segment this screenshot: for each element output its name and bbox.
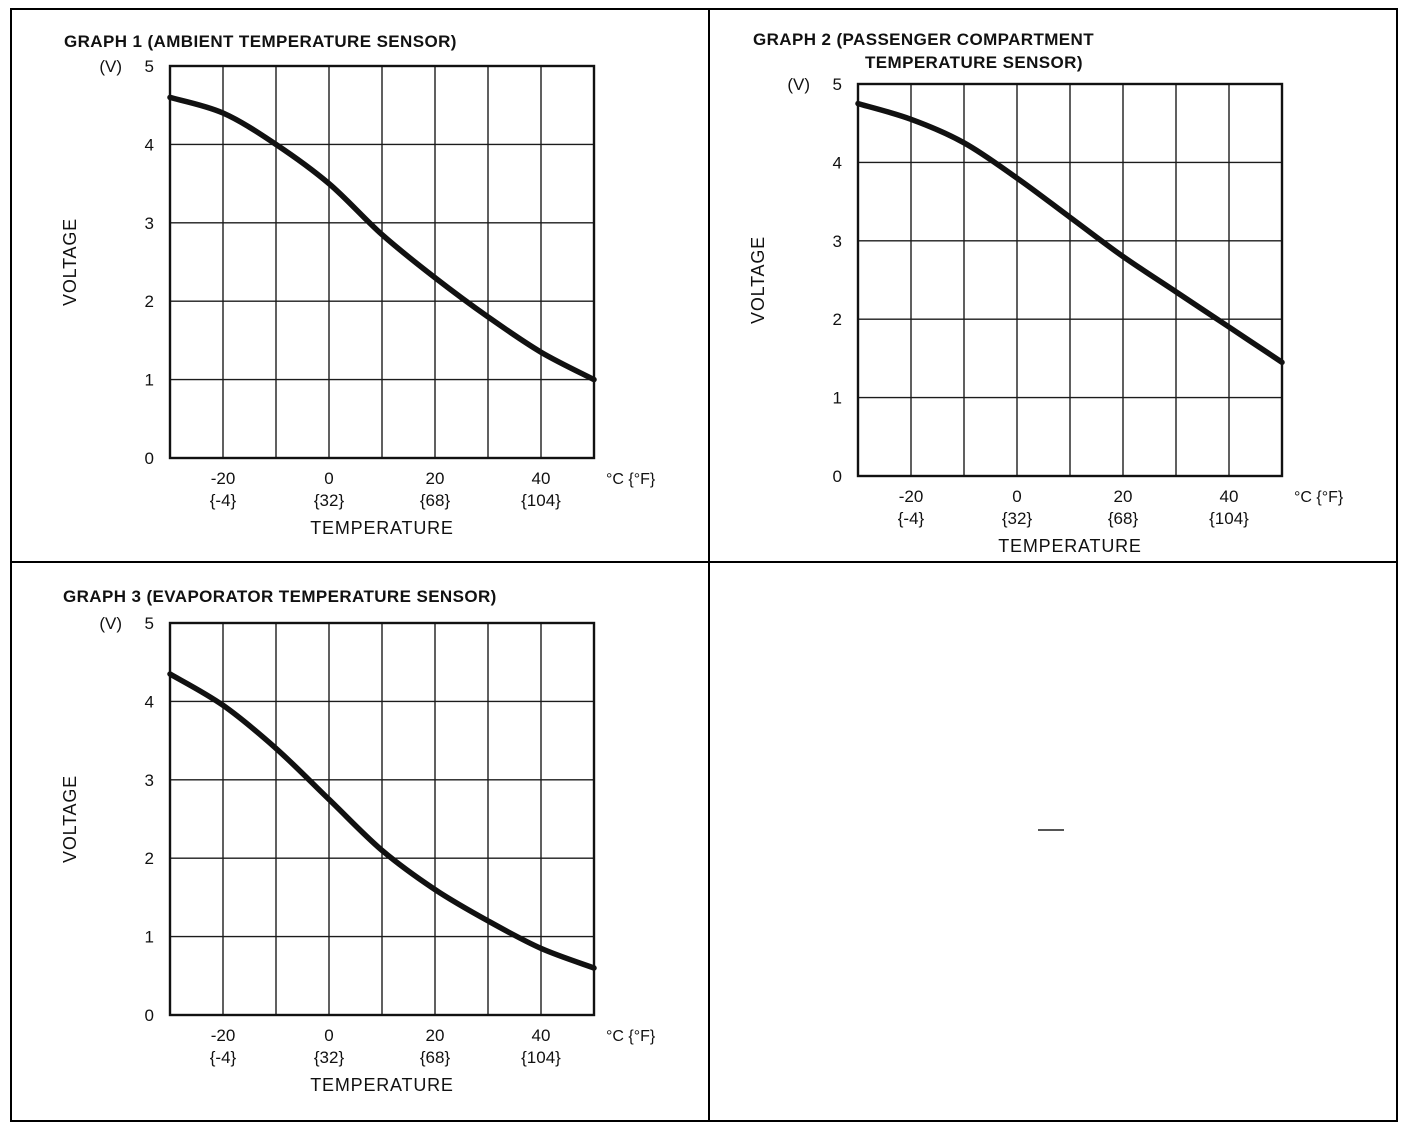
graph1-title-line: GRAPH 1 (AMBIENT TEMPERATURE SENSOR) [64,32,457,51]
y-tick-label: 5 [145,57,154,76]
quadrant-grid: GRAPH 1 (AMBIENT TEMPERATURE SENSOR) 0 1 2… [12,10,1396,1120]
x-tick-fahrenheit-label: {68} [420,491,451,510]
y-tick-label: 0 [145,449,154,468]
y-unit-label: (V) [99,614,122,633]
y-axis-title: VOLTAGE [60,218,80,306]
y-tick-label: 0 [145,1006,154,1025]
y-tick-label: 3 [145,771,154,790]
y-tick-label: 2 [833,310,842,329]
x-tick-celsius-label: -20 [211,1026,236,1045]
x-tick-fahrenheit-label: {-4} [210,491,237,510]
x-tick-celsius-label: -20 [899,487,924,506]
sensor-characteristic-curve [167,94,597,383]
stray-dash-mark [1038,829,1064,831]
x-unit-label: °C {°F} [606,471,656,488]
quadrant-graph2: GRAPH 2 (PASSENGER COMPARTMENT TEMPERATU… [710,10,1396,563]
graph2-title: GRAPH 2 (PASSENGER COMPARTMENT TEMPERATU… [753,28,1094,74]
x-tick-celsius-label: -20 [211,469,236,488]
x-tick-fahrenheit-label: {32} [314,491,345,510]
graph2-title-line2: TEMPERATURE SENSOR) [865,53,1083,72]
x-tick-fahrenheit-label: {-4} [210,1048,237,1067]
x-tick-fahrenheit-label: {68} [1108,509,1139,528]
y-tick-label: 1 [145,371,154,390]
y-tick-label: 0 [833,467,842,486]
graph1-title: GRAPH 1 (AMBIENT TEMPERATURE SENSOR) [64,30,457,53]
graph3-title: GRAPH 3 (EVAPORATOR TEMPERATURE SENSOR) [63,585,497,608]
x-tick-celsius-label: 0 [1012,487,1021,506]
sensor-characteristic-curve [855,100,1285,366]
x-tick-fahrenheit-label: {32} [1002,509,1033,528]
y-tick-label: 1 [833,389,842,408]
quadrant-graph3: GRAPH 3 (EVAPORATOR TEMPERATURE SENSOR) … [12,563,710,1120]
x-tick-celsius-label: 0 [324,1026,333,1045]
x-tick-fahrenheit-label: {32} [314,1048,345,1067]
y-unit-label: (V) [787,75,810,94]
y-tick-label: 1 [145,928,154,947]
y-tick-label: 4 [833,153,842,172]
y-tick-label: 2 [145,292,154,311]
x-tick-celsius-label: 20 [1114,487,1133,506]
ambient-temperature-sensor-chart: 0 1 2 3 4 5 (V) -20 {-4} 0 {32} 20 {68} 40 {104} °C {°F… [60,57,656,538]
x-unit-label: °C {°F} [1294,489,1344,506]
y-tick-label: 5 [833,75,842,94]
graph2-title-line1: GRAPH 2 (PASSENGER COMPARTMENT [753,30,1095,49]
x-axis-title: TEMPERATURE [998,536,1141,556]
grid-lines [857,83,1283,477]
y-unit-label: (V) [99,57,122,76]
x-tick-fahrenheit-label: {68} [420,1048,451,1067]
y-axis-title: VOLTAGE [60,775,80,863]
x-tick-celsius-label: 20 [426,1026,445,1045]
y-tick-label: 2 [145,849,154,868]
x-axis-title: TEMPERATURE [310,518,453,538]
x-tick-celsius-label: 0 [324,469,333,488]
y-tick-label: 4 [145,692,154,711]
grid-lines [169,622,595,1016]
x-tick-celsius-label: 40 [532,469,551,488]
y-tick-label: 3 [145,214,154,233]
x-tick-celsius-label: 40 [532,1026,551,1045]
x-tick-celsius-label: 40 [1220,487,1239,506]
y-tick-label: 3 [833,232,842,251]
x-tick-fahrenheit-label: {104} [521,1048,561,1067]
page-border-frame: GRAPH 1 (AMBIENT TEMPERATURE SENSOR) 0 1 2… [10,8,1398,1122]
y-axis-title: VOLTAGE [748,236,768,324]
graph3-title-line: GRAPH 3 (EVAPORATOR TEMPERATURE SENSOR) [63,587,497,606]
x-axis-title: TEMPERATURE [310,1075,453,1095]
passenger-compartment-temperature-sensor-chart: 0 1 2 3 4 5 (V) -20 {-4} 0 {32} 20 {68} 40 {104} °C {°F… [748,75,1344,556]
plot-border [168,64,596,460]
x-tick-fahrenheit-label: {-4} [898,509,925,528]
x-unit-label: °C {°F} [606,1028,656,1045]
evaporator-temperature-sensor-chart: 0 1 2 3 4 5 (V) -20 {-4} 0 {32} 20 {68} 40 {104} °C {°F… [60,614,656,1095]
x-tick-fahrenheit-label: {104} [521,491,561,510]
x-tick-celsius-label: 20 [426,469,445,488]
x-tick-fahrenheit-label: {104} [1209,509,1249,528]
grid-lines [169,65,595,459]
sensor-characteristic-curve [167,671,597,971]
quadrant-graph1: GRAPH 1 (AMBIENT TEMPERATURE SENSOR) 0 1 2… [12,10,710,563]
plot-border [168,621,596,1017]
plot-border [856,82,1284,478]
quadrant-empty [710,563,1396,1120]
y-tick-label: 5 [145,614,154,633]
y-tick-label: 4 [145,135,154,154]
